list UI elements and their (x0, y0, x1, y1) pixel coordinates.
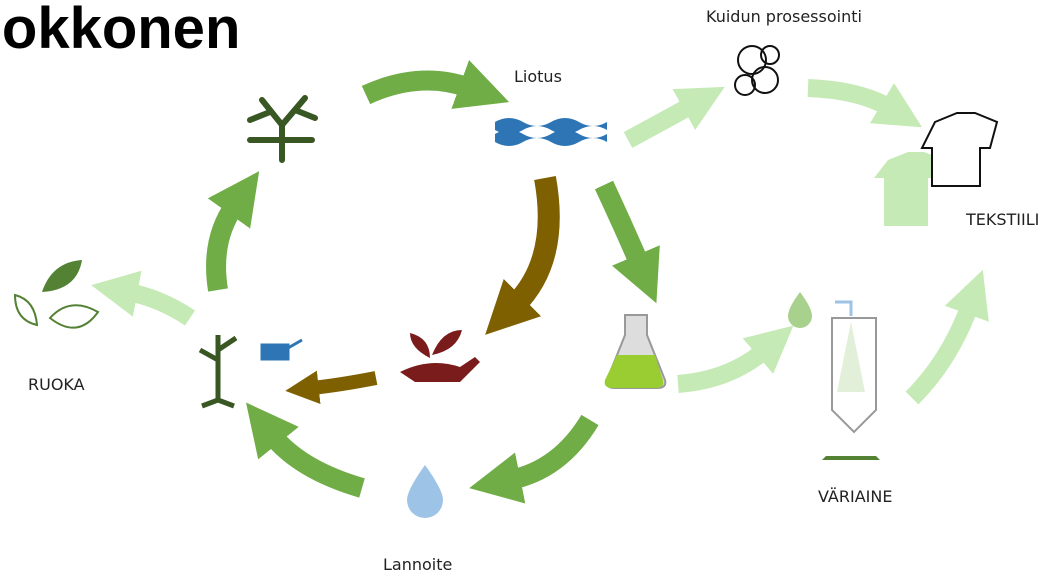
leaf-icon (48, 304, 100, 329)
arrow (623, 86, 725, 148)
arrow (206, 171, 260, 292)
hand-icon (400, 357, 480, 382)
node-label: Liotus (514, 67, 562, 86)
drop-icon (788, 292, 812, 328)
arrow (677, 325, 794, 393)
arrow (905, 269, 989, 405)
arrow (91, 270, 195, 326)
arrow (485, 176, 560, 335)
node-label: Kuidun prosessointi (706, 7, 862, 26)
leaf-icon (42, 260, 82, 292)
dryer-icon (822, 300, 880, 460)
arrow (807, 79, 923, 128)
water-icon (495, 118, 607, 146)
arrow (469, 414, 599, 504)
node-label: Lannoite (383, 555, 452, 574)
node-label: TEKSTIILI (965, 210, 1039, 229)
leaf-icon (13, 293, 39, 327)
watering-can-icon (260, 338, 303, 361)
arrow (245, 402, 365, 498)
fiber-icon (734, 45, 780, 96)
node-label: VÄRIAINE (818, 487, 892, 506)
arrow (361, 60, 510, 109)
plant-icon (247, 95, 318, 163)
drop-icon (407, 465, 443, 518)
seedling-icon (198, 335, 238, 409)
shirt-icon (920, 112, 999, 187)
shirt-icon (874, 152, 944, 226)
sprout-icon (410, 330, 462, 358)
arrow (594, 180, 660, 304)
arrow (285, 370, 378, 404)
title: Nokkonen (0, 0, 240, 61)
node-label: RUOKA (28, 375, 85, 394)
flask-liquid (604, 355, 664, 388)
